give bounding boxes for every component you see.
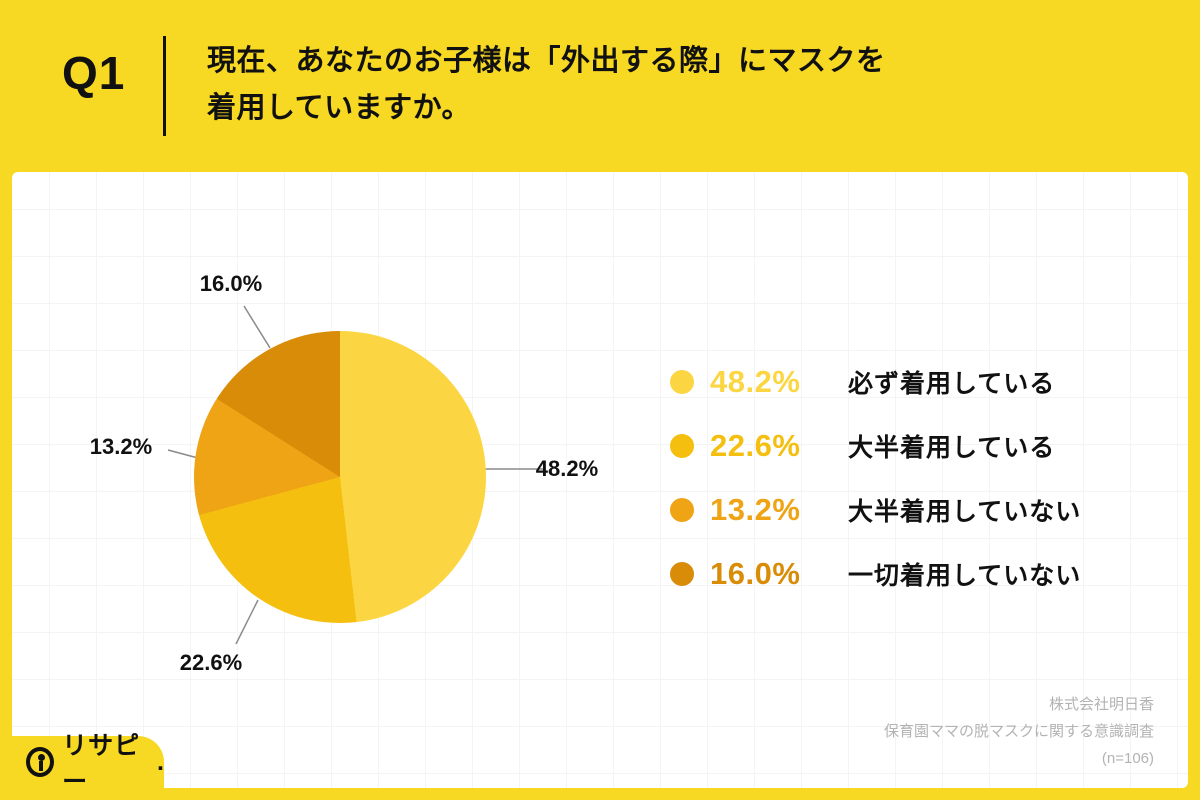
leader-line-22 (235, 599, 259, 645)
chart-legend: 48.2% 必ず着用している 22.6% 大半着用している 13.2% 大半着用… (670, 362, 1081, 618)
risapi-logo-mark: . (157, 747, 164, 776)
legend-row: 22.6% 大半着用している (670, 426, 1081, 466)
legend-label: 必ず着用している (848, 370, 1056, 398)
legend-row: 13.2% 大半着用していない (670, 490, 1081, 530)
survey-credit: 株式会社明日香 保育園ママの脱マスクに関する意識調査 (n=106) (884, 691, 1154, 772)
legend-row: 16.0% 一切着用していない (670, 554, 1081, 594)
legend-dot (670, 370, 694, 394)
question-title-line2: 着用していますか。 (207, 91, 472, 124)
legend-dot (670, 434, 694, 458)
legend-dot (670, 562, 694, 586)
chart-card: 48.2% 22.6% 13.2% 16.0% 48.2% 必ず着用している 2… (12, 172, 1188, 796)
legend-dot (670, 498, 694, 522)
question-number: Q1 (62, 47, 126, 99)
legend-label: 大半着用していない (848, 498, 1082, 526)
pie-callout-13: 13.2% (89, 434, 153, 459)
pie-chart (194, 331, 486, 623)
risapi-logo-icon (26, 747, 55, 777)
pie-callout-48: 48.2% (535, 456, 599, 481)
risapi-logo-text: リサピー (62, 732, 141, 796)
question-title-line1: 現在、あなたのお子様は「外出する際」にマスクを (207, 45, 886, 77)
header: Q1 現在、あなたのお子様は「外出する際」にマスクを 着用していますか。 (0, 0, 1200, 172)
credit-survey-name: 保育園ママの脱マスクに関する意識調査 (883, 723, 1154, 740)
legend-pct: 16.0% (710, 556, 801, 591)
legend-pct: 13.2% (710, 492, 801, 527)
header-divider (163, 36, 166, 136)
legend-pct: 48.2% (710, 364, 801, 399)
credit-company: 株式会社明日香 (1048, 696, 1154, 713)
legend-label: 一切着用していない (848, 562, 1082, 590)
question-title: 現在、あなたのお子様は「外出する際」にマスクを 着用していますか。 (207, 38, 886, 132)
pie-callout-22: 22.6% (179, 650, 243, 675)
leader-line-16 (243, 305, 271, 349)
legend-row: 48.2% 必ず着用している (670, 362, 1081, 402)
legend-pct: 22.6% (710, 428, 801, 463)
legend-label: 大半着用している (848, 434, 1056, 462)
pie-callout-16: 16.0% (199, 271, 263, 296)
credit-sample-size: (n=106) (1101, 750, 1154, 767)
risapi-logo: リサピー . (12, 732, 164, 796)
